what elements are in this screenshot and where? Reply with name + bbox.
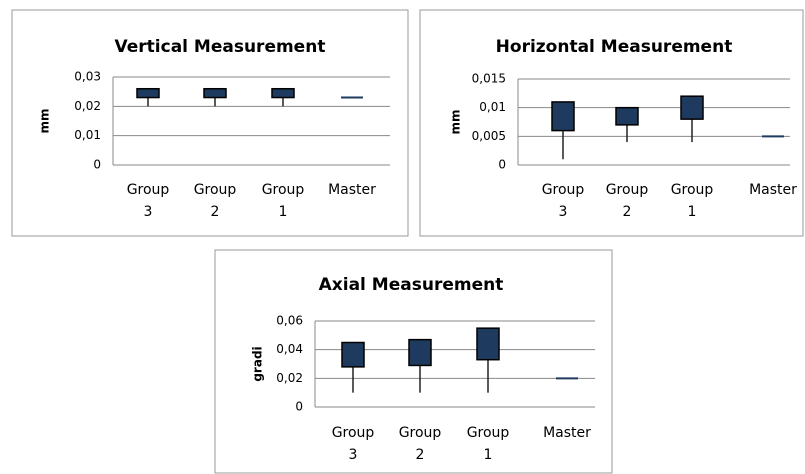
- box: [476, 327, 500, 361]
- y-tick-label: 0: [498, 158, 506, 172]
- x-tick-label: Group 1: [467, 425, 510, 463]
- y-tick-label: 0: [295, 400, 303, 414]
- x-tick-label: Group 2: [606, 182, 649, 220]
- y-tick-label: 0,01: [479, 100, 506, 114]
- x-tick-label: Master: [749, 182, 797, 198]
- x-tick-label: Group 1: [262, 182, 305, 220]
- y-tick-label: 0,005: [472, 129, 506, 143]
- x-tick-label: Master: [543, 425, 591, 441]
- box: [408, 338, 432, 367]
- y-tick-label: 0,03: [74, 70, 101, 84]
- chart-title: Vertical Measurement: [115, 37, 326, 57]
- x-tick-label: Group 3: [542, 182, 585, 220]
- x-tick-label: Group 2: [399, 425, 442, 463]
- box: [680, 95, 704, 120]
- y-tick-label: 0,02: [276, 371, 303, 385]
- y-tick-label: 0,01: [74, 128, 101, 142]
- x-tick-label: Group 3: [332, 425, 375, 463]
- box: [341, 341, 365, 368]
- chart-title: Horizontal Measurement: [496, 37, 733, 57]
- x-tick-label: Group 2: [194, 182, 237, 220]
- y-tick-label: 0,015: [472, 72, 506, 86]
- x-tick-label: Group 3: [127, 182, 170, 220]
- y-axis-label: mm: [38, 108, 52, 133]
- panel: [419, 9, 804, 237]
- x-tick-label: Master: [328, 182, 376, 198]
- panel: [11, 9, 409, 237]
- y-tick-label: 0: [93, 158, 101, 172]
- x-tick-label: Group 1: [671, 182, 714, 220]
- box: [203, 87, 227, 99]
- y-tick-label: 0,06: [276, 314, 303, 328]
- y-tick-label: 0,04: [276, 342, 303, 356]
- box: [551, 101, 575, 132]
- box: [136, 87, 160, 99]
- chart-title: Axial Measurement: [319, 275, 504, 295]
- box: [271, 87, 295, 99]
- y-axis-label: gradi: [251, 346, 265, 381]
- box: [615, 106, 639, 126]
- y-tick-label: 0,02: [74, 99, 101, 113]
- y-axis-label: mm: [449, 109, 463, 134]
